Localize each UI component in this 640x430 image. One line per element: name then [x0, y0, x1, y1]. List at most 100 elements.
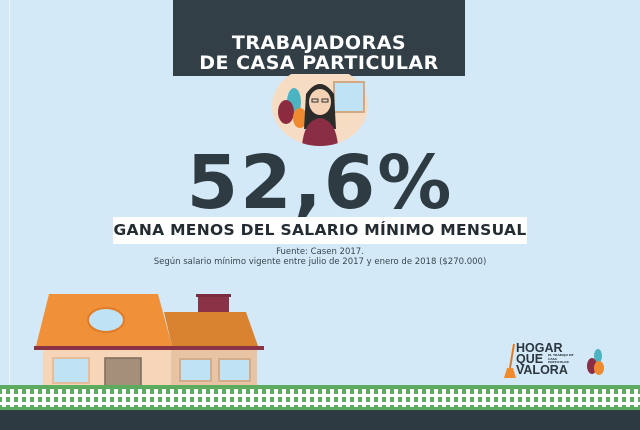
fence-picket	[346, 389, 350, 407]
fence-picket	[426, 389, 430, 407]
fence-picket	[186, 389, 190, 407]
fence-picket	[530, 389, 534, 407]
fence-picket	[154, 389, 158, 407]
fence-picket	[458, 389, 462, 407]
source-note: Fuente: Casen 2017. Según salario mínimo…	[100, 247, 540, 267]
fence-picket	[314, 389, 318, 407]
fence-picket	[418, 389, 422, 407]
fence-picket	[410, 389, 414, 407]
fence-picket	[506, 389, 510, 407]
chimney	[198, 295, 229, 315]
fence-picket	[634, 389, 638, 407]
fence-picket	[50, 389, 54, 407]
fence-picket	[546, 389, 550, 407]
hogar-que-valora-logo: HOGAR QUE VALORA EL TRABAJO DE CASA PART…	[504, 341, 606, 378]
stat-caption: GANA MENOS DEL SALARIO MÍNIMO MENSUAL	[113, 217, 527, 244]
title-banner: TRABAJADORAS DE CASA PARTICULAR	[173, 0, 465, 76]
fence-picket	[570, 389, 574, 407]
fence-picket	[602, 389, 606, 407]
grass	[0, 385, 640, 410]
fence-picket	[26, 389, 30, 407]
fence-picket	[258, 389, 262, 407]
fence-picket	[18, 389, 22, 407]
fence-picket	[370, 389, 374, 407]
fence-picket	[274, 389, 278, 407]
fence-picket	[538, 389, 542, 407]
fence-picket	[178, 389, 182, 407]
fence-picket	[194, 389, 198, 407]
left-guide-line	[9, 0, 10, 385]
fence-picket	[466, 389, 470, 407]
fence-picket	[594, 389, 598, 407]
fence-picket	[562, 389, 566, 407]
fence-picket	[442, 389, 446, 407]
fence-picket	[474, 389, 478, 407]
logo-tagline: EL TRABAJO DE CASA PARTICULAR	[548, 353, 574, 364]
fence-picket	[74, 389, 78, 407]
stat-value: 52,6%	[186, 140, 454, 226]
round-window	[87, 307, 125, 333]
fence-picket	[106, 389, 110, 407]
fence-picket	[250, 389, 254, 407]
fence-picket	[282, 389, 286, 407]
fence-picket	[618, 389, 622, 407]
fence-picket	[266, 389, 270, 407]
fence-picket	[522, 389, 526, 407]
fence-picket	[554, 389, 558, 407]
fence-picket	[82, 389, 86, 407]
fence-picket	[402, 389, 406, 407]
fence-picket	[626, 389, 630, 407]
fence-picket	[162, 389, 166, 407]
fence-picket	[210, 389, 214, 407]
logo-word-1: HOGAR	[516, 341, 563, 355]
fence-picket	[2, 389, 6, 407]
fence-picket	[146, 389, 150, 407]
fence-picket	[330, 389, 334, 407]
fence-picket	[202, 389, 206, 407]
cleaning-supplies-icon	[587, 349, 604, 375]
worker-illustration	[272, 74, 368, 146]
fence-picket	[378, 389, 382, 407]
fence-picket	[354, 389, 358, 407]
fence-picket	[170, 389, 174, 407]
small-roof	[164, 312, 258, 346]
fence-picket	[578, 389, 582, 407]
fence-picket	[226, 389, 230, 407]
door	[104, 357, 142, 389]
fence-picket	[10, 389, 14, 407]
source-line-2: Según salario mínimo vigente entre julio…	[153, 257, 487, 267]
fence-picket	[218, 389, 222, 407]
house-scene	[0, 294, 640, 430]
broom-icon	[504, 344, 516, 378]
fence-picket	[586, 389, 590, 407]
title-line-2: DE CASA PARTICULAR	[199, 52, 439, 74]
source-line-1: Fuente: Casen 2017.	[276, 247, 364, 257]
fence-picket	[306, 389, 310, 407]
fence-picket	[490, 389, 494, 407]
fence-picket	[298, 389, 302, 407]
fence-picket	[90, 389, 94, 407]
fence-picket	[234, 389, 238, 407]
fence-picket	[66, 389, 70, 407]
logo-word-2: QUE	[516, 352, 544, 366]
fence-picket	[290, 389, 294, 407]
fence-picket	[394, 389, 398, 407]
road	[0, 410, 640, 430]
fence-picket	[138, 389, 142, 407]
fence-picket	[242, 389, 246, 407]
fence-picket	[130, 389, 134, 407]
fence-picket	[362, 389, 366, 407]
fence-picket	[514, 389, 518, 407]
fence-picket	[322, 389, 326, 407]
title-line-1: TRABAJADORAS	[231, 32, 407, 54]
fence-picket	[450, 389, 454, 407]
fence-picket	[122, 389, 126, 407]
fence-picket	[98, 389, 102, 407]
fence-picket	[482, 389, 486, 407]
eave	[34, 346, 264, 350]
fence-picket	[114, 389, 118, 407]
fence-picket	[498, 389, 502, 407]
fence-picket	[58, 389, 62, 407]
fence-picket	[434, 389, 438, 407]
fence-picket	[338, 389, 342, 407]
